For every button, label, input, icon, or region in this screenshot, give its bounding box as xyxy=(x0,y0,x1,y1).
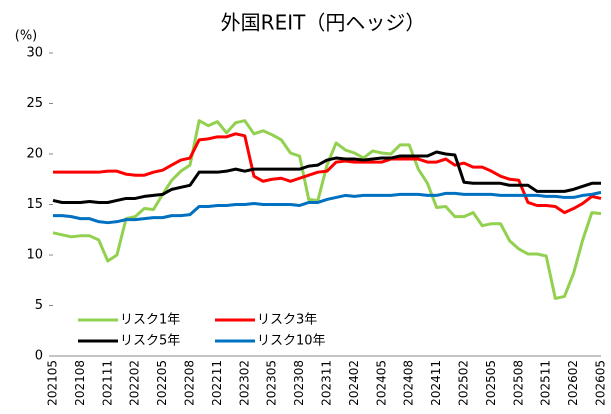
x-tick-label: 202108 xyxy=(73,360,87,406)
y-tick-label: 25 xyxy=(26,96,43,111)
legend-label: リスク5年 xyxy=(120,334,180,349)
x-tick-label: 202302 xyxy=(237,360,251,406)
x-tick-label: 202411 xyxy=(429,360,443,406)
x-tick-label: 202202 xyxy=(128,360,142,406)
x-tick-label: 202505 xyxy=(484,360,498,406)
x-tick-label: 202205 xyxy=(155,360,169,406)
x-tick-label: 202208 xyxy=(183,360,197,406)
x-tick-label: 202402 xyxy=(347,360,361,406)
legend-label: リスク1年 xyxy=(120,313,180,328)
x-tick-label: 202405 xyxy=(374,360,388,406)
y-tick-label: 5 xyxy=(35,298,43,313)
x-tick-label: 202508 xyxy=(511,360,525,406)
x-tick-label: 202602 xyxy=(566,360,580,406)
x-tick-label: 202511 xyxy=(539,360,553,406)
x-tick-label: 202408 xyxy=(402,360,416,406)
legend-label: リスク3年 xyxy=(257,313,317,328)
x-tick-label: 202605 xyxy=(594,360,608,406)
y-tick-label: 0 xyxy=(35,349,43,364)
y-tick-label: 10 xyxy=(26,248,43,263)
legend-label: リスク10年 xyxy=(257,334,326,349)
chart-title: 外国REIT（円ヘッジ） xyxy=(221,11,426,35)
series-line xyxy=(52,150,601,204)
x-tick-label: 202305 xyxy=(265,360,279,406)
x-tick-label: 202105 xyxy=(46,360,60,406)
series-line xyxy=(52,119,602,300)
series-line xyxy=(53,190,602,225)
x-tick-label: 202311 xyxy=(320,360,334,406)
series-line xyxy=(53,132,602,215)
x-tick-label: 202211 xyxy=(210,360,224,406)
y-tick-label: 30 xyxy=(26,46,43,61)
x-tick-label: 202111 xyxy=(100,360,114,406)
y-axis-label: (%) xyxy=(15,29,38,44)
x-tick-label: 202502 xyxy=(457,360,471,406)
y-tick-label: 15 xyxy=(26,197,43,212)
x-tick-label: 202308 xyxy=(292,360,306,406)
y-tick-label: 20 xyxy=(26,147,43,162)
